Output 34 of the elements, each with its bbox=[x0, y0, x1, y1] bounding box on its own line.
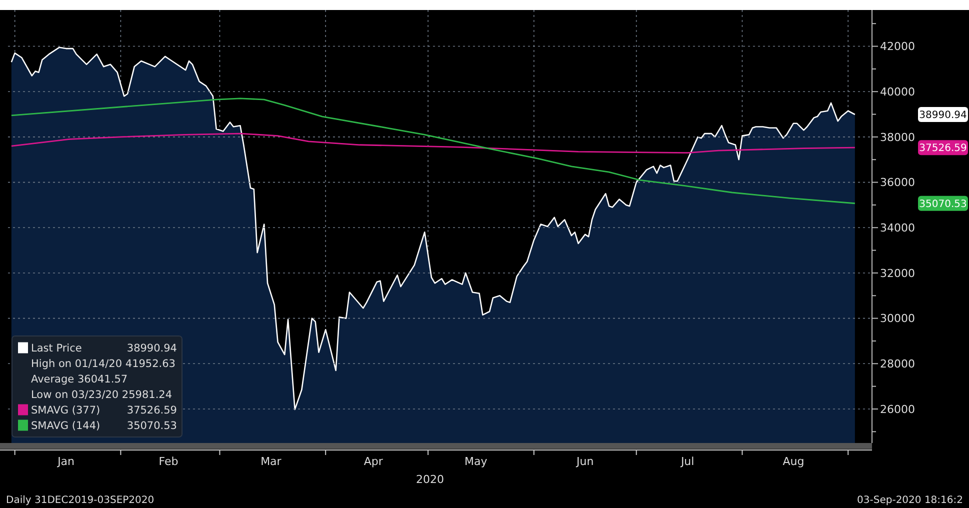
text: 37526.59 bbox=[919, 143, 967, 154]
line-series bbox=[10, 98, 856, 204]
y-tick-label: 36000 bbox=[880, 176, 915, 190]
text: 38990.94 bbox=[919, 110, 967, 122]
y-tick-label: 34000 bbox=[880, 221, 915, 234]
y-tick-label: 30000 bbox=[880, 312, 915, 326]
text: 35070.53 bbox=[919, 198, 967, 210]
annotation: Low on 03/23/20 25981.24 bbox=[31, 388, 172, 401]
annotation: 37526.59 bbox=[126, 404, 177, 416]
y-tick-label: 32000 bbox=[880, 266, 915, 280]
line-series bbox=[10, 132, 856, 154]
x-tick-label: Jun bbox=[576, 455, 594, 468]
text: 03-Sep-2020 18:16:2 bbox=[857, 495, 963, 506]
x-tick-label: Aug bbox=[782, 455, 804, 468]
y-tick-label: 38000 bbox=[880, 130, 915, 144]
x-tick-label: Jul bbox=[680, 455, 694, 468]
y-tick-label: 28000 bbox=[880, 358, 915, 371]
x-axis-title: 2020 bbox=[416, 473, 444, 486]
y-tick-label: 40000 bbox=[880, 85, 915, 98]
annotation: 38990.94 bbox=[126, 342, 178, 354]
y-tick-label: 42000 bbox=[880, 40, 915, 54]
text: Daily 31DEC2019-03SEP2020 bbox=[6, 495, 154, 506]
annotation: 35070.53 bbox=[126, 420, 177, 432]
x-tick-label: Mar bbox=[260, 455, 282, 468]
x-tick-label: Feb bbox=[158, 455, 178, 468]
y-tick-label: 26000 bbox=[880, 402, 915, 416]
legend-label: Last Price bbox=[31, 342, 82, 354]
x-tick-label: Jan bbox=[56, 455, 75, 468]
x-tick-label: Apr bbox=[364, 455, 384, 468]
annotation: High on 01/14/20 41952.63 bbox=[31, 358, 176, 370]
x-tick-label: May bbox=[464, 455, 488, 468]
legend-label: SMAVG (144) bbox=[31, 420, 100, 432]
annotation: Average 36041.57 bbox=[31, 373, 128, 386]
legend-label: SMAVG (377) bbox=[31, 404, 100, 416]
